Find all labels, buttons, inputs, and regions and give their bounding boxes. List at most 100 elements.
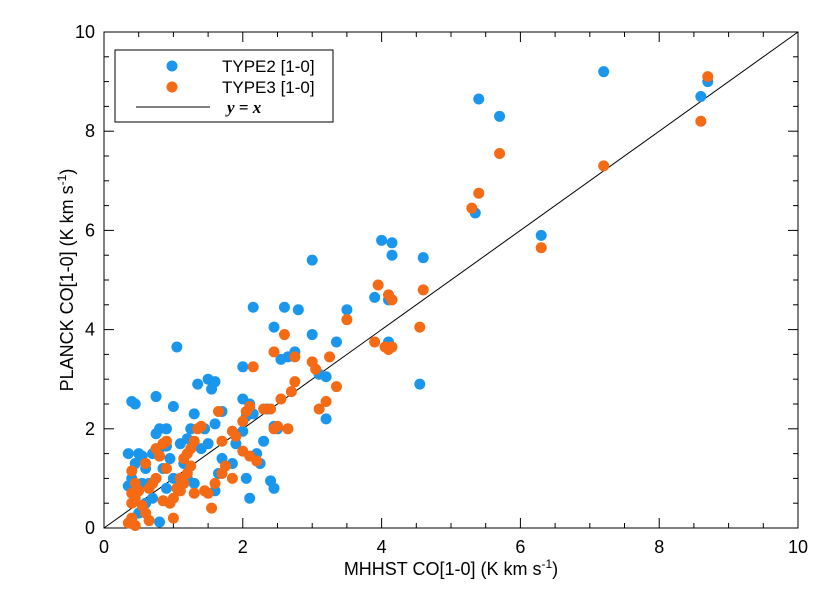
data-point: [417, 284, 429, 296]
data-point: [213, 405, 225, 417]
y-tick-label: 4: [85, 320, 95, 340]
y-tick-label: 8: [85, 121, 95, 141]
data-point: [265, 403, 277, 415]
data-point: [258, 435, 270, 447]
axis-tick-labels: 0 2 4 6 8 10 0 2 4 6 8 10: [75, 22, 808, 557]
data-point: [167, 400, 179, 412]
data-point: [247, 361, 259, 373]
y-tick-label: 10: [75, 22, 95, 42]
data-point: [140, 458, 152, 470]
data-point: [202, 487, 214, 499]
x-axis-title: MHHST CO[1-0] (K km s-1): [344, 557, 558, 579]
data-point: [282, 423, 294, 435]
data-point: [244, 492, 256, 504]
data-point: [320, 396, 332, 408]
x-tick-label: 2: [238, 537, 248, 557]
data-point: [126, 465, 138, 477]
data-point: [174, 472, 186, 484]
data-point: [164, 453, 176, 465]
legend-marker-type3: [166, 81, 178, 93]
x-tick-label: 6: [515, 537, 525, 557]
data-point: [188, 487, 200, 499]
data-point: [275, 393, 287, 405]
data-point: [202, 438, 214, 450]
data-point: [341, 314, 353, 326]
x-tick-label: 10: [788, 537, 808, 557]
data-point: [237, 361, 249, 373]
data-point: [369, 336, 381, 348]
data-point: [160, 423, 172, 435]
series-type2: [122, 66, 714, 528]
data-point: [268, 321, 280, 333]
data-point: [289, 351, 301, 363]
data-point: [129, 398, 141, 410]
data-point: [154, 450, 166, 462]
legend-label-reference-line: y = x: [225, 98, 262, 117]
data-point: [188, 435, 200, 447]
data-point: [306, 254, 318, 266]
data-point: [376, 234, 388, 246]
data-point: [292, 304, 304, 316]
data-point: [695, 115, 707, 127]
data-point: [167, 492, 179, 504]
data-point: [535, 229, 547, 241]
data-point: [417, 252, 429, 264]
data-point: [695, 90, 707, 102]
data-point: [473, 93, 485, 105]
data-point: [240, 472, 252, 484]
data-point: [216, 435, 228, 447]
data-point: [129, 520, 141, 532]
data-point: [702, 71, 714, 83]
legend-label-type3: TYPE3 [1-0]: [222, 78, 315, 97]
axis-ticks: [103, 31, 799, 529]
legend: TYPE2 [1-0] TYPE3 [1-0] y = x: [114, 49, 334, 123]
data-point: [466, 202, 478, 214]
data-point: [122, 448, 134, 460]
data-point: [324, 351, 336, 363]
data-point: [386, 341, 398, 353]
data-point: [160, 462, 172, 474]
data-point: [268, 482, 280, 494]
data-point: [285, 386, 297, 398]
data-point: [310, 363, 322, 375]
legend-box: [114, 49, 334, 123]
data-point: [494, 148, 506, 160]
data-point: [372, 279, 384, 291]
data-point: [289, 376, 301, 388]
data-point: [195, 420, 207, 432]
data-point: [386, 249, 398, 261]
data-point: [157, 495, 169, 507]
data-point: [494, 110, 506, 122]
data-point: [209, 418, 221, 430]
data-point: [278, 301, 290, 313]
data-point: [330, 336, 342, 348]
data-point: [268, 346, 280, 358]
data-point: [147, 492, 159, 504]
data-point: [167, 512, 179, 524]
data-point: [143, 515, 155, 527]
data-point: [206, 383, 218, 395]
data-point: [237, 415, 249, 427]
data-point: [414, 321, 426, 333]
data-point: [272, 420, 283, 432]
data-point: [320, 371, 332, 383]
legend-label-type2: TYPE2 [1-0]: [222, 57, 315, 76]
data-point: [598, 160, 610, 172]
data-point: [188, 408, 200, 420]
data-point: [313, 403, 325, 415]
data-point: [598, 66, 610, 78]
data-point: [369, 291, 381, 303]
data-point: [330, 381, 342, 393]
x-tick-label: 0: [99, 537, 109, 557]
data-point: [341, 304, 353, 316]
x-tick-label: 8: [654, 537, 664, 557]
data-point: [150, 391, 162, 403]
data-point: [206, 502, 218, 514]
data-point: [414, 378, 426, 390]
data-point: [383, 289, 395, 301]
data-point: [278, 329, 290, 341]
data-point: [306, 329, 318, 341]
data-point: [535, 242, 547, 254]
series-type3: [122, 71, 714, 532]
